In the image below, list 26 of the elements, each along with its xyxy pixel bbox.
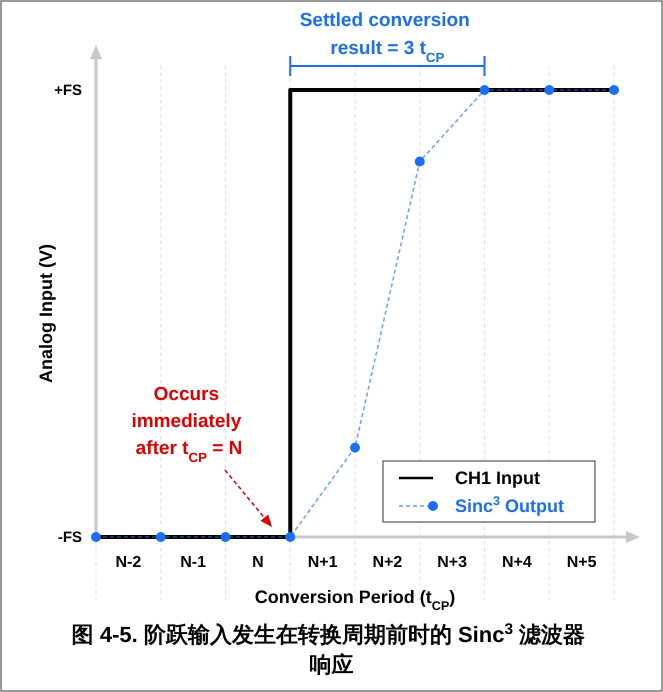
x-tick-label: N <box>252 554 264 571</box>
chart-title: 图 4-5. 阶跃输入发生在转换周期前时的 Sinc$^{3}$ 滤波器响应 <box>72 620 586 677</box>
x-tick-label: N+4 <box>502 554 532 571</box>
y-axis-title: Analog Input (V) <box>36 244 56 383</box>
text: -FS <box>58 529 82 546</box>
annotation: Settled conversion result = 3 t$_{CP}$ <box>300 10 470 64</box>
text: +FS <box>54 82 82 99</box>
point <box>156 532 166 542</box>
annotation: Occurs immediately after t$_{CP}$ = N <box>131 384 242 464</box>
point <box>220 532 230 542</box>
point <box>609 85 619 95</box>
point <box>480 85 490 95</box>
point <box>414 156 425 167</box>
x-tick-label: N-2 <box>115 554 142 571</box>
legend-label: Sinc$^{3}$ Output <box>455 494 564 516</box>
legend-label: CH1 Input <box>455 468 540 488</box>
x-axis-title: Conversion Period (t$_{CP}$) <box>254 587 456 613</box>
point <box>544 85 554 95</box>
point <box>350 442 360 453</box>
x-tick-label: N+3 <box>437 554 468 571</box>
x-tick-label: N-1 <box>180 554 206 571</box>
x-tick-label: N+1 <box>308 554 338 571</box>
x-tick-label: N+2 <box>372 554 402 571</box>
x-tick-label: N+5 <box>566 554 597 571</box>
point <box>91 532 101 542</box>
point <box>285 532 296 542</box>
